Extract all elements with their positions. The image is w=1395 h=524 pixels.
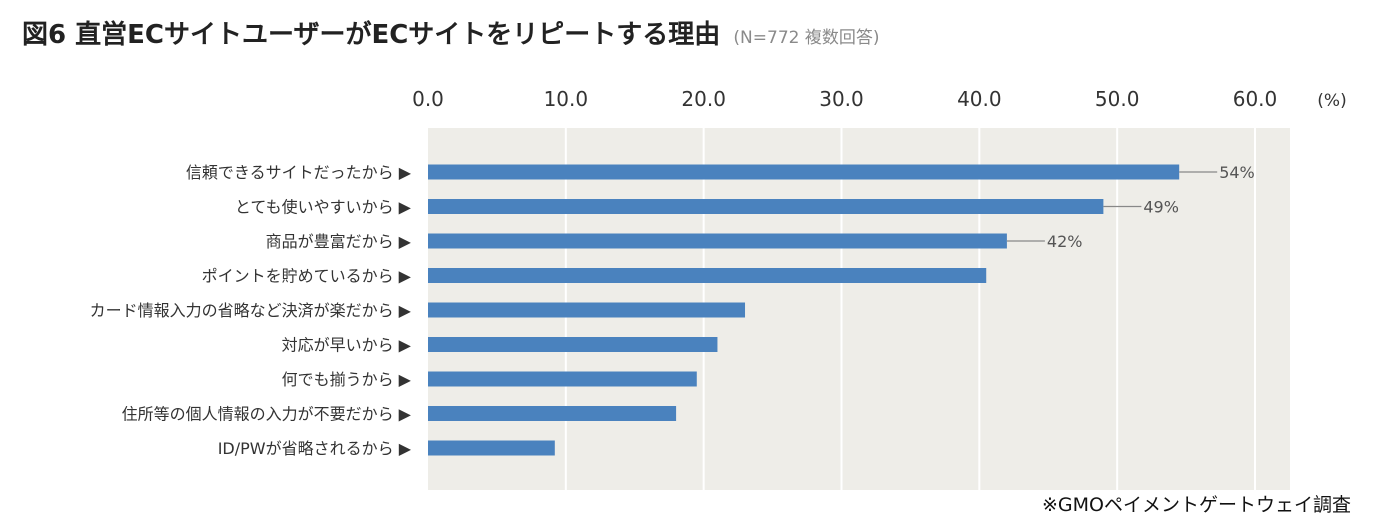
chart-title-block: 図6 直営ECサイトユーザーがECサイトをリピートする理由 (N=772 複数回… <box>22 14 879 51</box>
x-tick-label: 20.0 <box>681 87 726 111</box>
data-label: 42% <box>1047 232 1083 251</box>
x-tick-label: 30.0 <box>819 87 864 111</box>
x-tick-label: 50.0 <box>1095 87 1140 111</box>
source-note: ※GMOペイメントゲートウェイ調査 <box>1042 494 1351 516</box>
data-label: 54% <box>1219 163 1255 182</box>
data-label: 49% <box>1143 198 1179 217</box>
category-label: 信頼できるサイトだったから ▶ <box>186 163 412 182</box>
unit-label: (%) <box>1317 91 1346 111</box>
category-label: ポイントを貯めているから ▶ <box>202 267 412 286</box>
bar <box>428 406 677 421</box>
chart-note: (N=772 複数回答) <box>733 28 880 48</box>
category-label: カード情報入力の省略など決済が楽だから ▶ <box>90 301 412 320</box>
category-label: ID/PWが省略されるから ▶ <box>218 439 412 458</box>
bar <box>428 199 1104 214</box>
category-label: とても使いやすいから ▶ <box>235 198 412 217</box>
x-tick-label: 40.0 <box>957 87 1002 111</box>
bar <box>428 302 746 318</box>
category-label: 住所等の個人情報の入力が不要だから ▶ <box>122 405 412 424</box>
x-tick-label: 0.0 <box>412 87 444 111</box>
bar <box>428 164 1180 180</box>
bar <box>428 371 697 387</box>
bar <box>428 440 555 456</box>
category-label: 対応が早いから ▶ <box>282 336 412 355</box>
bar <box>428 268 987 283</box>
bar <box>428 233 1007 249</box>
x-tick-label: 60.0 <box>1233 87 1278 111</box>
chart-title: 図6 直営ECサイトユーザーがECサイトをリピートする理由 <box>22 20 721 50</box>
x-tick-label: 10.0 <box>544 87 589 111</box>
category-label: 商品が豊富だから ▶ <box>266 232 412 251</box>
bar <box>428 337 718 352</box>
category-label: 何でも揃うから ▶ <box>282 370 412 389</box>
